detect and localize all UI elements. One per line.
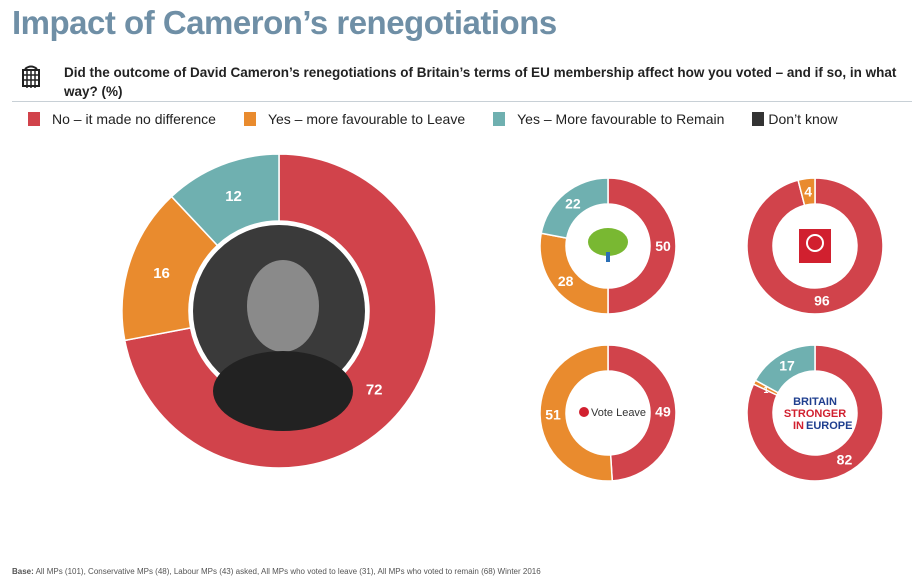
data-label: 72 [366, 382, 383, 399]
legend-item: No – it made no difference [28, 111, 216, 127]
legend-swatch [243, 112, 256, 126]
vote-leave-logo-text: Vote Leave [591, 407, 646, 419]
suit-shape [213, 351, 353, 431]
data-label: 49 [655, 403, 671, 419]
donut-segment [746, 344, 884, 482]
data-label: 12 [225, 188, 242, 205]
donut-segment [540, 177, 609, 240]
vote-leave-tick-icon [579, 407, 589, 417]
stronger-in-logo-text: STRONGER [784, 408, 846, 420]
stronger-in-logo-text: IN [793, 420, 804, 432]
divider [12, 101, 912, 102]
legend-label: Yes – more favourable to Leave [267, 111, 466, 127]
data-label: 51 [545, 407, 561, 423]
legend-label: Yes – More favourable to Remain [517, 111, 725, 127]
legend-label: No – it made no difference [52, 111, 216, 127]
data-label: 16 [153, 265, 170, 282]
question-text: Did the outcome of David Cameron’s reneg… [64, 65, 897, 99]
legend-item: Don’t know [752, 111, 838, 127]
legend-swatch [752, 112, 765, 126]
legend-swatch [493, 112, 506, 126]
data-label: 82 [837, 451, 853, 467]
data-label: 28 [558, 273, 574, 289]
tree-logo [588, 228, 628, 256]
donut-segment [170, 153, 280, 247]
donut-center [774, 372, 856, 454]
data-label: 4 [804, 183, 812, 199]
data-label: 96 [814, 293, 830, 309]
stronger-in-logo-text: BRITAIN [793, 396, 837, 408]
donut-segment [797, 177, 816, 207]
data-label: 22 [565, 196, 581, 212]
stronger-in-logo-text: EUROPE [806, 420, 852, 432]
donut-segment [607, 344, 677, 482]
legend-swatch [28, 112, 40, 126]
legend-item: Yes – More favourable to Remain [493, 111, 724, 127]
portcullis-icon [22, 65, 40, 88]
donut-segment [754, 344, 816, 394]
base-note: Base: All MPs (101), Conservative MPs (4… [12, 567, 541, 576]
data-label: 17 [779, 358, 795, 374]
base-text: All MPs (101), Conservative MPs (48), La… [35, 567, 541, 576]
rose-icon [806, 234, 824, 252]
data-label: 50 [655, 238, 671, 254]
page-title: Impact of Cameron’s renegotiations [12, 4, 557, 41]
legend: No – it made no difference Yes – more fa… [28, 111, 866, 127]
donut-center [567, 372, 649, 454]
legend-item: Yes – more favourable to Leave [243, 111, 466, 127]
face-shape [247, 260, 319, 352]
base-label: Base: [12, 567, 34, 576]
data-label: 1 [763, 385, 768, 395]
donut-segment [746, 177, 884, 315]
donut-segment [539, 344, 614, 482]
donut-segment [607, 177, 677, 315]
donut-segment [123, 153, 437, 469]
legend-label: Don’t know [768, 111, 838, 127]
tree-trunk [606, 252, 610, 262]
